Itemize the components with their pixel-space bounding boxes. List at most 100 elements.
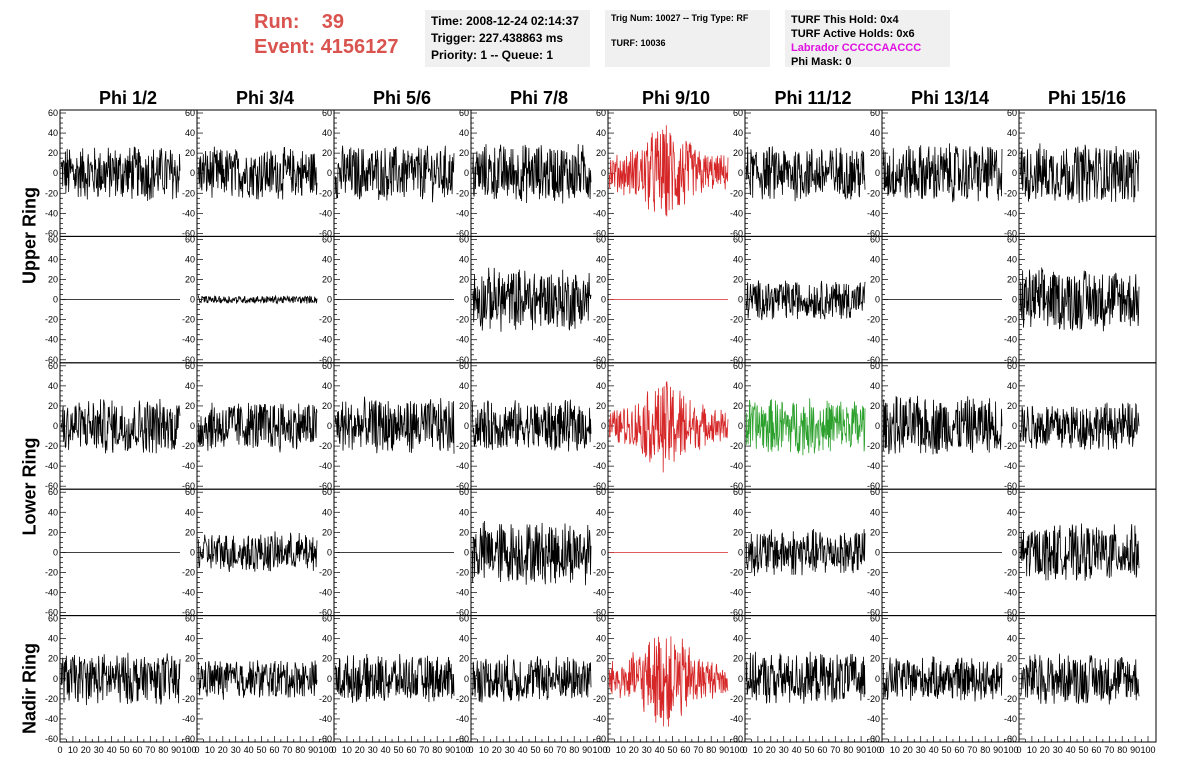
- y-tick-label: 0: [190, 674, 195, 684]
- time-text: Time: 2008-12-24 02:14:37: [431, 14, 579, 28]
- y-tick-label: 0: [1012, 421, 1017, 431]
- y-tick-label: 0: [464, 674, 469, 684]
- y-tick-label: 60: [596, 234, 606, 244]
- x-tick-label: 20: [629, 745, 639, 755]
- x-tick-label: 30: [231, 745, 241, 755]
- y-tick-label: 0: [738, 547, 743, 557]
- y-tick-label: 60: [1007, 234, 1017, 244]
- x-tick-label: 40: [1066, 745, 1076, 755]
- x-tick-label: 90: [445, 745, 455, 755]
- x-tick-label: 50: [393, 745, 403, 755]
- y-tick-label: 60: [185, 614, 195, 624]
- y-tick-label: 40: [870, 507, 880, 517]
- y-tick-label: -40: [1004, 208, 1017, 218]
- x-tick-label: 0: [1016, 745, 1021, 755]
- x-tick-label: 90: [1130, 745, 1140, 755]
- y-tick-label: -20: [319, 694, 332, 704]
- x-tick-label: 10: [205, 745, 215, 755]
- x-tick-label: 70: [1104, 745, 1114, 755]
- y-tick-label: -40: [867, 461, 880, 471]
- y-tick-label: -40: [45, 208, 58, 218]
- y-tick-label: 60: [870, 614, 880, 624]
- y-tick-label: -20: [456, 567, 469, 577]
- y-tick-label: -40: [319, 208, 332, 218]
- y-tick-label: -60: [593, 608, 606, 618]
- y-tick-label: 40: [322, 128, 332, 138]
- y-tick-label: 60: [322, 108, 332, 118]
- turf-info-box: TURF This Hold: 0x4 TURF Active Holds: 0…: [785, 10, 950, 68]
- y-tick-label: 20: [48, 654, 58, 664]
- y-tick-label: 20: [1007, 148, 1017, 158]
- y-tick-label: -40: [867, 714, 880, 724]
- y-tick-label: 20: [322, 401, 332, 411]
- y-tick-label: 60: [459, 614, 469, 624]
- y-tick-label: 20: [870, 401, 880, 411]
- y-tick-label: -20: [867, 315, 880, 325]
- x-tick-label: 80: [295, 745, 305, 755]
- x-tick-label: 90: [856, 745, 866, 755]
- y-tick-label: -60: [1004, 481, 1017, 491]
- x-tick-label: 100: [181, 745, 196, 755]
- y-tick-label: 60: [322, 234, 332, 244]
- y-tick-label: 20: [870, 148, 880, 158]
- y-tick-label: 40: [459, 634, 469, 644]
- waveform-trace: [197, 660, 318, 700]
- y-tick-label: -40: [593, 461, 606, 471]
- x-tick-label: 30: [916, 745, 926, 755]
- waveform-panel: -60 -40 -20 0 20 40 60: [730, 108, 883, 238]
- y-tick-label: 0: [875, 295, 880, 305]
- waveform-trace: [882, 656, 1003, 702]
- y-tick-label: 0: [53, 168, 58, 178]
- y-tick-label: -40: [319, 335, 332, 345]
- x-tick-label: 0: [605, 745, 610, 755]
- column-label: Phi 3/4: [235, 88, 295, 108]
- y-tick-label: 40: [322, 507, 332, 517]
- y-tick-label: 20: [459, 148, 469, 158]
- waveform-panel: -60 -40 -20 0 20 40 60: [1004, 234, 1157, 365]
- x-tick-label: 20: [766, 745, 776, 755]
- y-tick-label: -60: [1004, 734, 1017, 744]
- waveform-trace: [471, 399, 592, 452]
- column-label: Phi 11/12: [774, 88, 852, 108]
- y-tick-label: -60: [593, 481, 606, 491]
- x-tick-label: 50: [256, 745, 266, 755]
- y-tick-label: -40: [1004, 588, 1017, 598]
- y-tick-label: -40: [182, 588, 195, 598]
- y-tick-label: 40: [733, 128, 743, 138]
- time-info-box: Time: 2008-12-24 02:14:37 Trigger: 227.4…: [425, 10, 590, 67]
- x-tick-label: 10: [890, 745, 900, 755]
- x-tick-label: 0: [879, 745, 884, 755]
- trig-info-box: Trig Num: 10027 -- Trig Type: RF TURF: 1…: [605, 10, 770, 67]
- y-tick-label: 0: [53, 674, 58, 684]
- x-tick-label: 10: [68, 745, 78, 755]
- y-tick-label: -20: [456, 694, 469, 704]
- waveform-trace: [1020, 653, 1140, 705]
- x-tick-label: 30: [642, 745, 652, 755]
- y-tick-label: 40: [1007, 254, 1017, 264]
- y-tick-label: -40: [182, 208, 195, 218]
- waveform-trace: [60, 652, 181, 706]
- y-tick-label: -60: [456, 608, 469, 618]
- waveform-panel: -60 -40 -20 0 20 40 60: [730, 234, 883, 365]
- x-tick-label: 100: [455, 745, 470, 755]
- y-tick-label: 40: [1007, 381, 1017, 391]
- waveform-trace: [197, 402, 318, 453]
- y-tick-label: 40: [185, 128, 195, 138]
- y-tick-label: -60: [867, 228, 880, 238]
- x-tick-label: 0: [331, 745, 336, 755]
- y-tick-label: 20: [596, 148, 606, 158]
- y-tick-label: 20: [185, 148, 195, 158]
- y-tick-label: -60: [319, 608, 332, 618]
- run-event-label: Run: 39 Event: 4156127: [254, 10, 399, 60]
- y-tick-label: -60: [867, 355, 880, 365]
- y-tick-label: 0: [601, 421, 606, 431]
- waveform-panel: -60 -40 -20 0 20 40 60: [867, 487, 1020, 618]
- y-tick-label: 20: [459, 275, 469, 285]
- waveform-panel: -60 -40 -20 0 20 40 60: [182, 361, 335, 491]
- y-tick-label: -40: [593, 208, 606, 218]
- y-tick-label: 20: [459, 654, 469, 664]
- y-tick-label: -20: [45, 567, 58, 577]
- waveform-panel: -60 -40 -20 0 20 40 60: [730, 361, 883, 491]
- waveform-panel: -60 -40 -20 0 20 40 60: [867, 234, 1020, 365]
